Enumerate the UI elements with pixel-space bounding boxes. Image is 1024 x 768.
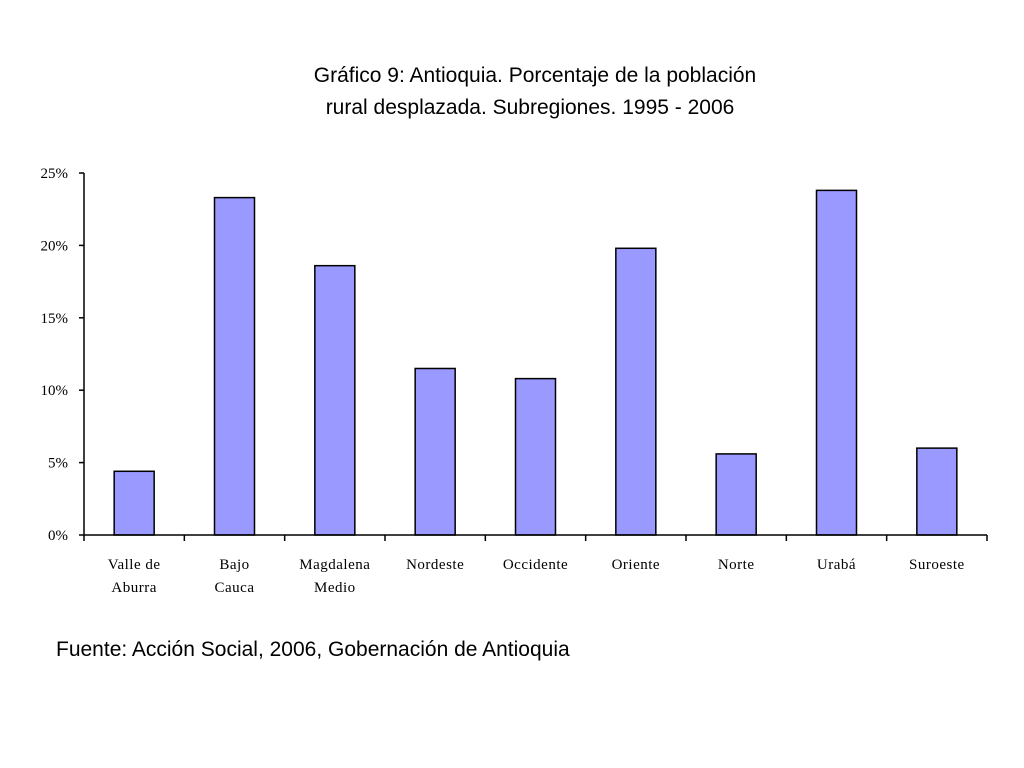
- x-category-label: Urabá: [817, 557, 856, 573]
- y-tick-label: 15%: [41, 311, 69, 327]
- x-category-label: Valle de: [108, 557, 161, 573]
- x-category-label: Cauca: [215, 580, 255, 596]
- x-category-label: Bajo: [219, 557, 249, 573]
- x-category-label: Aburra: [111, 580, 156, 596]
- bars: [113, 189, 958, 536]
- bar: [414, 367, 456, 536]
- bar: [514, 377, 557, 536]
- x-category-label: Suroeste: [909, 557, 965, 573]
- x-category-label: Magdalena: [299, 557, 370, 573]
- bar: [916, 447, 958, 536]
- y-tick-label: 10%: [41, 383, 69, 399]
- x-category-label: Occidente: [503, 557, 568, 573]
- x-category-label: Oriente: [612, 557, 660, 573]
- x-category-label: Medio: [314, 580, 356, 596]
- x-category-label: Norte: [718, 557, 755, 573]
- chart-title-line: rural desplazada. Subregiones. 1995 - 20…: [326, 96, 735, 119]
- bar: [113, 470, 155, 536]
- y-tick-label: 25%: [41, 166, 69, 182]
- bar: [615, 247, 657, 536]
- y-tick-label: 0%: [48, 528, 68, 544]
- bar: [715, 453, 757, 536]
- bar: [815, 189, 858, 536]
- source-note: Fuente: Acción Social, 2006, Gobernación…: [56, 638, 570, 661]
- y-axis: 0% 5% 10% 15% 20% 25%: [41, 166, 85, 544]
- chart-title: Gráfico 9: Antioquia. Porcentaje de la p…: [314, 64, 756, 119]
- chart-title-line: Gráfico 9: Antioquia. Porcentaje de la p…: [314, 64, 756, 87]
- y-tick-label: 20%: [41, 238, 69, 254]
- x-category-label: Nordeste: [406, 557, 464, 573]
- bar: [213, 196, 256, 536]
- x-axis: Valle de Aburra Bajo Cauca Magdalena Medio Nor…: [83, 534, 988, 596]
- bar: [314, 264, 356, 536]
- y-tick-label: 5%: [48, 456, 68, 472]
